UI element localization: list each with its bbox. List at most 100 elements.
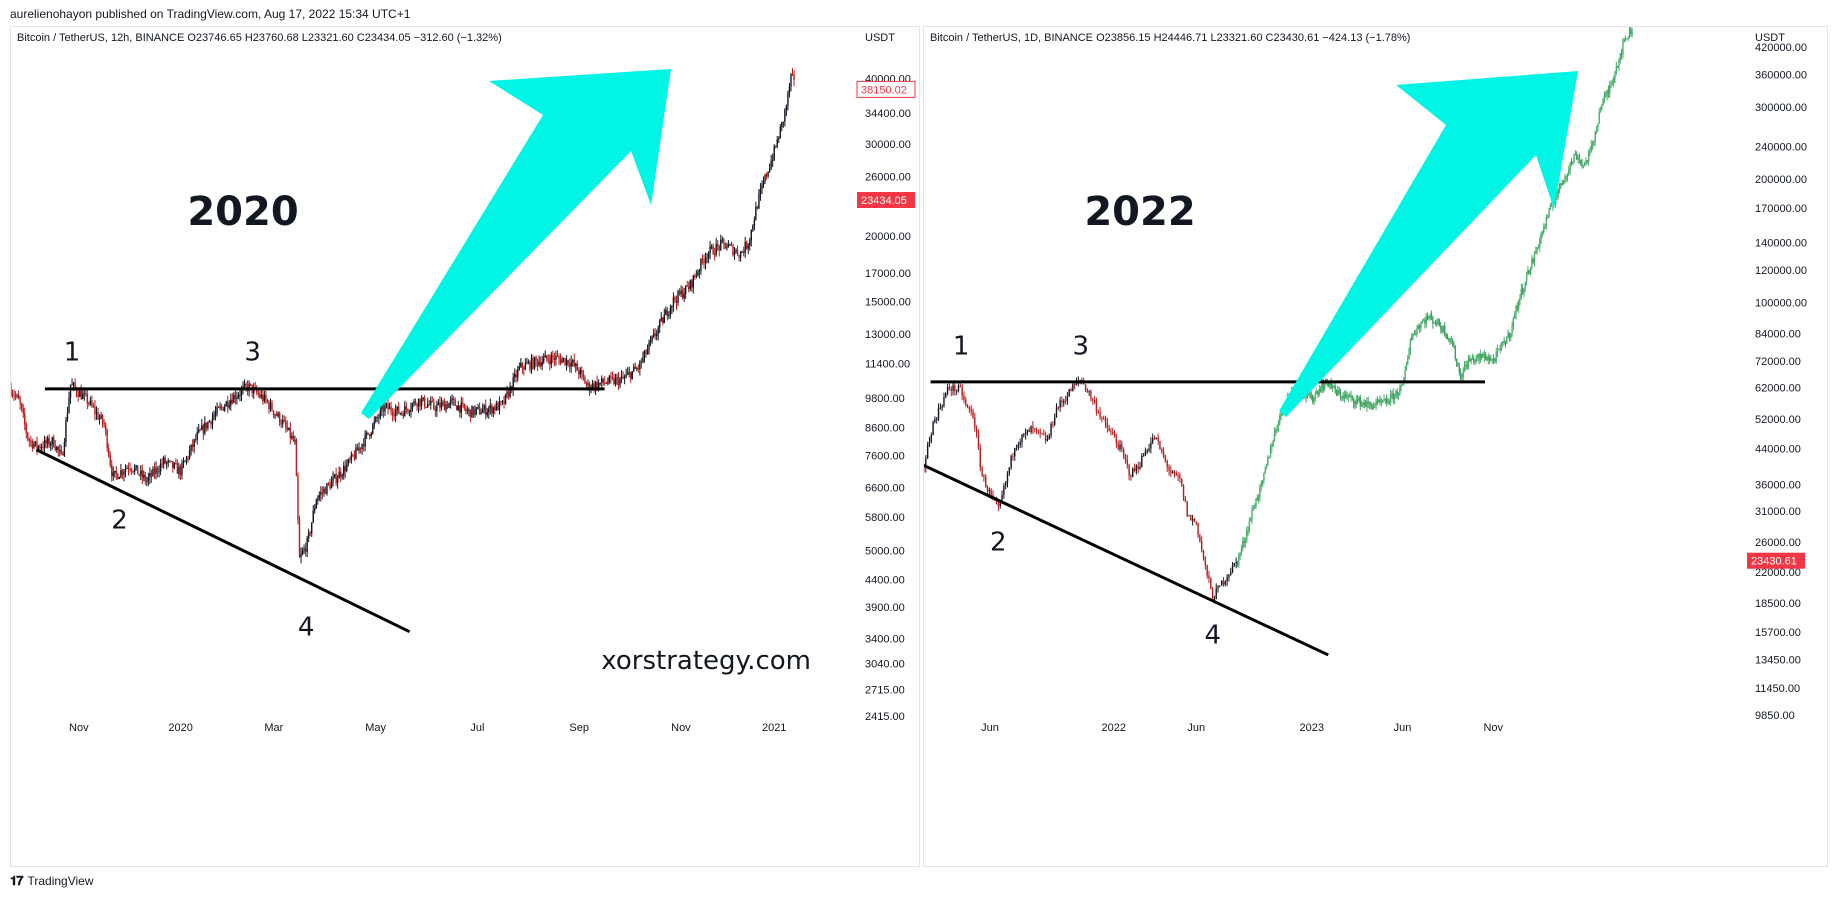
- y-tick-label: 15700.00: [1755, 627, 1801, 639]
- price-tag-label: 38150.02: [861, 84, 907, 96]
- chart-panel-2022[interactable]: Bitcoin / TetherUS, 1D, BINANCE O23856.1…: [923, 26, 1828, 867]
- y-tick-label: 84000.00: [1755, 328, 1801, 340]
- candle-body: [1191, 519, 1194, 521]
- candle-body: [118, 477, 121, 480]
- candle-body: [977, 434, 980, 448]
- candle-body: [1438, 319, 1441, 326]
- candle-body: [1433, 322, 1435, 324]
- y-tick-label: 72000.00: [1755, 356, 1801, 368]
- candle-body: [454, 399, 456, 406]
- candle-body: [91, 400, 93, 406]
- candle-body: [1589, 150, 1591, 153]
- candle-body: [1168, 467, 1170, 471]
- candle-body: [1494, 360, 1496, 362]
- candle-body: [1269, 448, 1272, 458]
- candle-body: [619, 379, 621, 386]
- candle-body: [147, 477, 150, 481]
- candle-body: [701, 258, 704, 261]
- candle-body: [303, 548, 305, 552]
- candle-body: [1491, 358, 1493, 360]
- candle-body: [1092, 399, 1094, 401]
- candle-body: [659, 320, 661, 328]
- candle-body: [1471, 358, 1474, 360]
- candle-body: [427, 404, 429, 408]
- candle-body: [1124, 455, 1127, 460]
- y-tick-label: 62000.00: [1755, 383, 1801, 395]
- candle-body: [338, 471, 340, 479]
- candle-body: [529, 361, 531, 370]
- candle-body: [1520, 288, 1522, 298]
- candle-body: [385, 403, 388, 406]
- candle-body: [471, 406, 473, 418]
- candle-body: [1219, 585, 1221, 587]
- candle-body: [507, 391, 510, 397]
- candle-body: [1146, 450, 1148, 452]
- candle-body: [1179, 475, 1181, 479]
- candle-body: [141, 470, 143, 478]
- y-tick-label: 13450.00: [1755, 654, 1801, 666]
- candle-body: [181, 463, 183, 476]
- candle-body: [390, 406, 392, 412]
- candle-body: [234, 394, 237, 400]
- chart-2020-svg[interactable]: Bitcoin / TetherUS, 12h, BINANCE O23746.…: [11, 27, 919, 866]
- candle-body: [1246, 531, 1248, 540]
- candle-body: [1615, 66, 1618, 73]
- tradingview-brand[interactable]: TradingView: [27, 874, 94, 888]
- candle-body: [150, 472, 153, 477]
- candle-body: [175, 463, 177, 465]
- candle-body: [504, 393, 507, 404]
- candle-body: [1578, 158, 1581, 160]
- candle-body: [565, 359, 568, 365]
- candle-body: [1001, 494, 1003, 501]
- chart-2022-svg[interactable]: Bitcoin / TetherUS, 1D, BINANCE O23856.1…: [924, 27, 1827, 866]
- candle-body: [230, 399, 232, 406]
- candle-body: [1132, 468, 1134, 478]
- candle-body: [539, 362, 542, 366]
- candle-body: [349, 459, 351, 461]
- candle-body: [1543, 226, 1545, 233]
- candle-body: [1119, 444, 1121, 450]
- point-label-1: 1: [953, 331, 970, 361]
- candle-body: [274, 414, 276, 416]
- candle-body: [634, 366, 636, 369]
- candle-body: [736, 249, 739, 256]
- support-line: [35, 448, 411, 634]
- candle-body: [1628, 28, 1631, 38]
- y-tick-label: 360000.00: [1755, 69, 1807, 81]
- chart-panel-2020[interactable]: Bitcoin / TetherUS, 12h, BINANCE O23746.…: [10, 26, 920, 867]
- x-tick-label: Jun: [1187, 722, 1205, 734]
- candle-body: [593, 383, 595, 390]
- candle-body: [387, 403, 389, 410]
- candle-body: [1499, 348, 1501, 350]
- candle-body: [1230, 572, 1232, 575]
- candle-body: [776, 139, 778, 147]
- candles-2020: [11, 68, 795, 564]
- candle-body: [1358, 397, 1360, 400]
- candle-body: [686, 285, 688, 287]
- candle-body: [11, 394, 14, 396]
- candle-body: [474, 409, 476, 415]
- candle-body: [1061, 400, 1063, 403]
- candle-body: [1599, 110, 1602, 112]
- candle-body: [1532, 259, 1534, 263]
- candle-body: [370, 433, 372, 437]
- candle-body: [1401, 383, 1404, 386]
- candle-body: [185, 457, 188, 461]
- candle-body: [700, 258, 702, 271]
- candle-body: [1582, 164, 1585, 166]
- candle-body: [1514, 314, 1516, 319]
- candle-body: [1397, 394, 1400, 396]
- candle-body: [1484, 354, 1487, 360]
- candle-body: [1305, 395, 1307, 398]
- candle-body: [568, 364, 571, 367]
- candle-body: [992, 495, 994, 498]
- candle-body: [555, 355, 557, 360]
- candle-body: [1482, 356, 1484, 358]
- candle-body: [1453, 346, 1455, 348]
- candle-body: [1276, 427, 1278, 430]
- candle-body: [1586, 160, 1588, 162]
- candle-body: [460, 402, 462, 413]
- y-tick-label: 240000.00: [1755, 142, 1807, 154]
- candle-body: [1121, 444, 1123, 450]
- candle-body: [1023, 434, 1025, 436]
